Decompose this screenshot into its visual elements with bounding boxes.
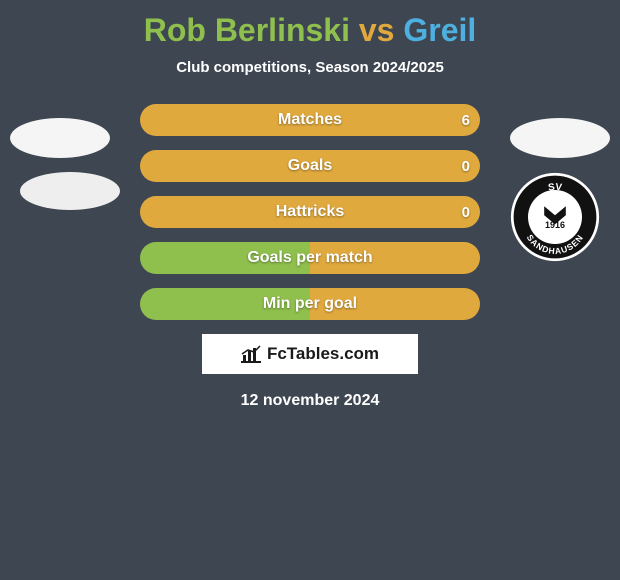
subtitle: Club competitions, Season 2024/2025: [0, 59, 620, 76]
bar-right-value: 6: [462, 104, 470, 136]
bar-label: Goals: [140, 150, 480, 182]
bar-row: Goals0: [140, 150, 480, 182]
chart-icon: [241, 345, 261, 363]
page-title: Rob Berlinski vs Greil: [0, 0, 620, 49]
comparison-bars: Matches6Goals0Hattricks0Goals per matchM…: [0, 104, 620, 320]
attribution-text: FcTables.com: [267, 344, 379, 364]
attribution-box: FcTables.com: [202, 334, 418, 374]
bar-row: Goals per match: [140, 242, 480, 274]
date-line: 12 november 2024: [0, 392, 620, 410]
bar-label: Matches: [140, 104, 480, 136]
player2-name: Greil: [403, 12, 476, 48]
bar-label: Goals per match: [140, 242, 480, 274]
bar-right-value: 0: [462, 196, 470, 228]
bar-row: Hattricks0: [140, 196, 480, 228]
bar-row: Matches6: [140, 104, 480, 136]
bar-row: Min per goal: [140, 288, 480, 320]
bar-label: Hattricks: [140, 196, 480, 228]
vs-text: vs: [359, 12, 395, 48]
player1-name: Rob Berlinski: [144, 12, 350, 48]
bar-label: Min per goal: [140, 288, 480, 320]
bar-right-value: 0: [462, 150, 470, 182]
